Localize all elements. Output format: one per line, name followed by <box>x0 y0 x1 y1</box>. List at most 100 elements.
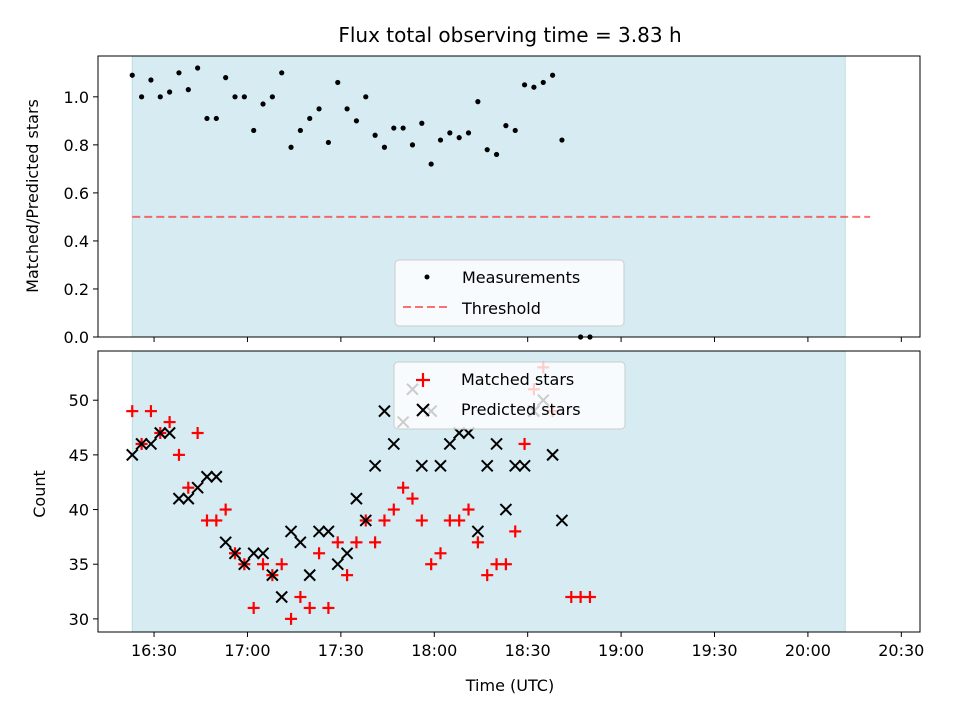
measurement-point <box>363 94 369 100</box>
matched-stars-point <box>126 405 139 418</box>
matched-stars-point <box>219 503 232 516</box>
measurement-point <box>307 115 313 122</box>
y-tick-label: 0.0 <box>64 328 89 347</box>
predicted-stars-point <box>368 459 382 473</box>
measurement-point <box>344 106 350 112</box>
predicted-stars-point <box>238 558 251 571</box>
legend-measurements-label: Measurements <box>462 268 580 287</box>
measurement-point <box>521 82 528 88</box>
top-legend-box <box>394 259 625 327</box>
predicted-stars-point <box>350 492 363 505</box>
matched-stars-point <box>182 481 195 494</box>
matched-stars-point <box>163 416 176 429</box>
predicted-stars-point <box>312 525 326 538</box>
predicted-stars-point <box>480 459 494 473</box>
matched-stars-point <box>387 503 400 516</box>
matched-stars-point <box>294 591 307 604</box>
x-tick-label: 17:30 <box>318 641 364 660</box>
predicted-stars-point <box>490 437 503 451</box>
predicted-stars-point <box>415 459 429 473</box>
predicted-stars-point <box>154 426 167 440</box>
measurement-point <box>157 94 163 100</box>
measurement-point <box>251 127 257 134</box>
measurement-point <box>531 84 537 90</box>
matched-stars-point <box>191 427 204 440</box>
matched-stars-point <box>247 601 260 614</box>
predicted-stars-point <box>144 437 158 451</box>
matched-stars-point <box>415 514 428 527</box>
measurement-point <box>297 127 303 134</box>
measurement-point <box>279 70 285 76</box>
predicted-stars-point <box>546 448 559 462</box>
matched-stars-point <box>583 591 596 604</box>
bottom-legend-box <box>393 361 626 430</box>
y-tick-label: 30 <box>69 610 89 629</box>
matched-stars-point <box>144 405 157 418</box>
measurement-point <box>325 139 332 146</box>
measurement-point <box>129 72 135 78</box>
predicted-stars-point <box>499 503 513 516</box>
measurement-point <box>540 79 546 86</box>
measurement-point <box>176 70 182 76</box>
measurement-point <box>493 151 500 158</box>
measurement-point <box>213 115 219 122</box>
matched-stars-point <box>471 536 484 549</box>
matched-stars-point <box>434 547 447 560</box>
top-panel-frame <box>97 55 921 338</box>
bottom-legend: Matched stars Predicted stars <box>393 361 626 430</box>
matched-stars-point <box>369 536 382 549</box>
measurement-point <box>335 79 341 86</box>
legend-predicted-label: Predicted stars <box>461 400 581 419</box>
legend-matched-label: Matched stars <box>461 370 574 389</box>
matched-stars-point <box>331 536 344 549</box>
predicted-stars-point <box>303 568 316 582</box>
measurement-point <box>381 144 388 150</box>
y-tick-label: 45 <box>69 446 89 465</box>
bottom-y-axis-label: Count <box>30 470 49 518</box>
top-y-axis-label: Matched/Predicted stars <box>23 99 42 293</box>
predicted-stars-point <box>275 590 288 604</box>
x-tick-label: 17:00 <box>224 641 270 660</box>
matched-stars-point <box>397 481 410 494</box>
x-tick-label: 19:30 <box>691 641 737 660</box>
measurement-point <box>195 65 201 71</box>
measurement-point <box>269 94 275 100</box>
matched-stars-point <box>509 525 522 538</box>
legend-threshold-label: Threshold <box>461 299 541 318</box>
measurement-point <box>475 99 481 105</box>
matched-stars-point <box>499 558 512 571</box>
x-tick-label: 20:00 <box>785 641 831 660</box>
y-tick-label: 0.2 <box>64 280 89 299</box>
predicted-stars-point <box>434 459 447 473</box>
matched-stars-point <box>518 437 531 450</box>
measurement-point <box>185 87 191 93</box>
bottom-panel: 30 35 40 45 50 16:30 17:00 17:30 18:00 18:30 19:0… <box>30 350 924 695</box>
legend-predicted-marker <box>416 403 430 417</box>
predicted-stars-point <box>256 547 270 560</box>
matched-stars-point <box>275 558 288 571</box>
predicted-stars-point <box>210 470 223 483</box>
matched-stars-point <box>313 547 326 560</box>
matched-stars-point <box>378 514 391 527</box>
predicted-stars-point <box>443 437 457 451</box>
measurement-point <box>456 135 462 141</box>
top-panel: 0.0 0.2 0.4 0.6 0.8 1.0 Matched/Predicted sta… <box>23 55 921 347</box>
x-tick-label: 20:30 <box>878 641 924 660</box>
measurement-point <box>353 118 360 124</box>
measurement-point <box>447 130 453 136</box>
predicted-stars-point <box>182 492 195 505</box>
matched-stars-point <box>425 558 438 571</box>
predicted-stars-point <box>126 448 139 462</box>
measurement-point <box>232 94 238 100</box>
measurement-point <box>138 94 145 100</box>
x-tick-label: 18:30 <box>505 641 551 660</box>
chart-title: Flux total observing time = 3.83 h <box>338 23 681 47</box>
predicted-stars-point <box>471 525 485 538</box>
matched-stars-point <box>285 612 298 625</box>
measurement-point <box>428 161 434 167</box>
predicted-stars-point <box>359 514 372 527</box>
y-tick-label: 35 <box>69 555 89 574</box>
matched-stars-point <box>210 514 223 527</box>
y-tick-label: 0.6 <box>64 184 89 203</box>
matched-stars-point <box>172 448 185 461</box>
